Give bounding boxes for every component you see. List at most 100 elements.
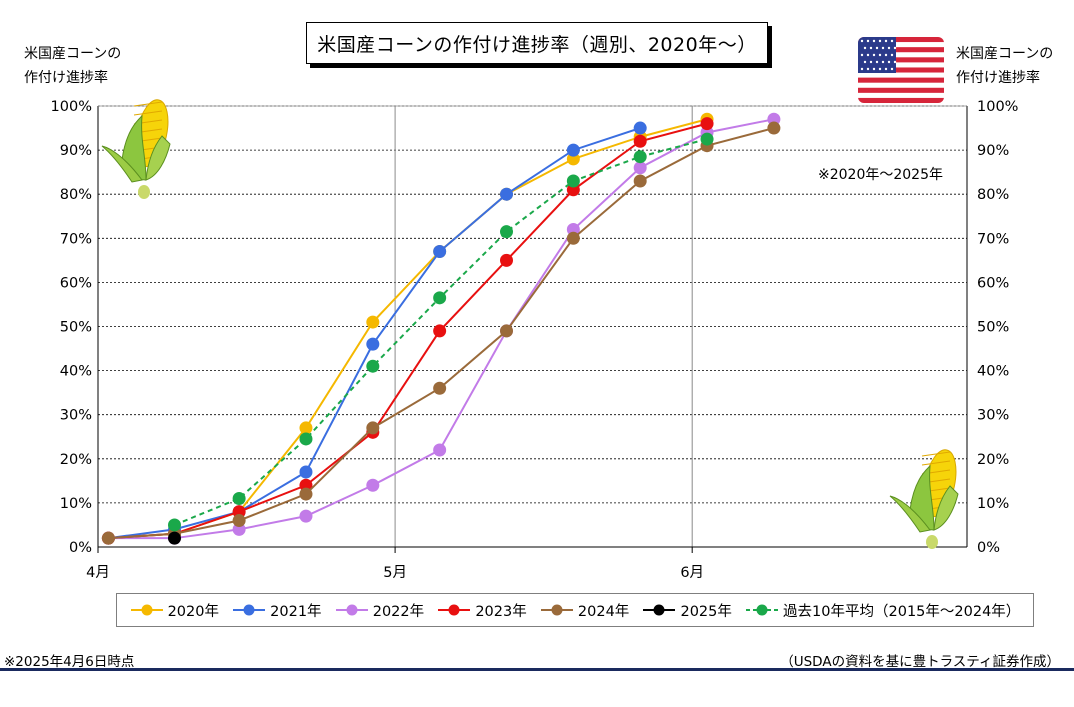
data-point (500, 324, 514, 338)
data-point (500, 187, 514, 201)
flag-star (890, 53, 894, 57)
flag-star (881, 60, 885, 64)
flag-star (887, 46, 891, 50)
chart-title: 米国産コーンの作付け進捗率（週別、2020年～） (306, 22, 768, 64)
data-point (168, 531, 182, 545)
data-point (633, 161, 647, 175)
data-point (633, 174, 647, 188)
data-point (767, 121, 781, 135)
corn-icon (101, 99, 171, 199)
corn-stem (138, 185, 150, 199)
corn-stem (926, 535, 938, 549)
x-tick-label: 4月 (86, 565, 110, 581)
flag-stripe (858, 97, 944, 103)
legend-label: 2022年 (372, 603, 425, 620)
flag-stripe (858, 57, 944, 63)
y-tick-label-left: 60% (60, 275, 92, 291)
flag-star (860, 39, 864, 43)
legend-swatch (643, 604, 676, 616)
data-point (366, 359, 380, 373)
corn-kernel-row (133, 101, 163, 107)
corn-leaf (889, 495, 931, 533)
y-tick-label-left: 30% (60, 408, 92, 424)
x-tick-label: 5月 (383, 565, 407, 581)
data-point (366, 478, 380, 492)
y-tick-label-left: 10% (60, 496, 92, 512)
corn-husk-right (145, 135, 171, 181)
left-axis-title: 米国産コーンの 作付け進捗率 (24, 42, 121, 90)
legend-swatch-marker (346, 604, 358, 616)
flag-star (869, 60, 873, 64)
data-point (500, 225, 514, 239)
data-point (566, 143, 580, 157)
data-point (168, 518, 182, 532)
flag-stripe (858, 82, 944, 89)
corn-kernel-row (133, 110, 163, 116)
footer-source: （USDAの資料を基に豊トラスティ証券作成） (780, 654, 1060, 670)
data-point (433, 443, 447, 457)
legend-label: 2020年 (167, 603, 219, 620)
flag-star (875, 60, 879, 64)
flag-star (887, 60, 891, 64)
flag-star (866, 39, 870, 43)
flag-star (863, 60, 867, 64)
flag-star (890, 67, 894, 71)
flag-canton (858, 37, 896, 73)
flag-star (884, 39, 888, 43)
flag-stripe (858, 67, 944, 73)
flag-stripe (858, 37, 944, 43)
y-tick-label-right: 30% (977, 408, 1009, 424)
us-flag-icon (858, 37, 944, 103)
data-point (700, 132, 714, 146)
y-tick-label-right: 0% (977, 540, 1000, 556)
flag-star (881, 46, 885, 50)
legend-swatch (130, 604, 163, 616)
y-tick-label-right: 50% (977, 320, 1009, 336)
series-line (108, 122, 708, 540)
right-axis-title: 米国産コーンの 作付け進捗率 (956, 42, 1053, 90)
legend-item: 2025年 (642, 600, 732, 621)
data-point (566, 231, 580, 245)
y-tick-label-right: 100% (977, 99, 1018, 115)
legend-swatch (746, 604, 779, 616)
legend-item: 過去10年平均（2015年～2024年） (745, 600, 1020, 621)
flag-star (866, 53, 870, 57)
legend-label: 2021年 (270, 603, 322, 620)
right-axis-title-line-2: 作付け進捗率 (956, 70, 1040, 86)
flag-stripe (858, 77, 944, 83)
data-point (299, 509, 313, 523)
axes: 0% 0% 10% 10% 20% 20% 30% 30% 40% 40% 50% 50% 60% 60%… (51, 99, 1019, 581)
y-tick-label-left: 70% (60, 231, 92, 247)
flag-star (863, 46, 867, 50)
corn-kernel-row (921, 451, 951, 457)
flag-stripe (858, 87, 944, 94)
flag-stripe (858, 62, 944, 68)
legend-swatch (540, 604, 573, 616)
legend-item: 2023年 (437, 600, 527, 621)
legend-label: 2024年 (577, 603, 630, 620)
series-line (108, 118, 708, 540)
corn-icon (889, 449, 959, 549)
legend-swatch-marker (243, 604, 255, 616)
flag-star (872, 39, 876, 43)
left-axis-title-line-1: 米国産コーンの (24, 46, 122, 62)
data-point (633, 150, 647, 164)
data-point (633, 121, 647, 135)
data-point (299, 465, 313, 479)
legend-item: 2024年 (540, 600, 629, 621)
y-tick-label-left: 90% (60, 143, 92, 159)
left-axis-title-line-2: 作付け進捗率 (24, 70, 108, 86)
flag-stripe (858, 47, 944, 53)
legend-swatch (438, 604, 471, 616)
flag-star (878, 39, 882, 43)
series-6 (168, 132, 714, 532)
flag-star (890, 39, 894, 43)
y-tick-label-left: 100% (51, 99, 92, 115)
flag-star (866, 67, 870, 71)
flag-star (893, 60, 897, 64)
y-tick-label-right: 40% (977, 364, 1009, 380)
data-point (232, 514, 246, 528)
legend-item: 2021年 (232, 600, 322, 621)
y-tick-label-right: 90% (977, 143, 1009, 159)
